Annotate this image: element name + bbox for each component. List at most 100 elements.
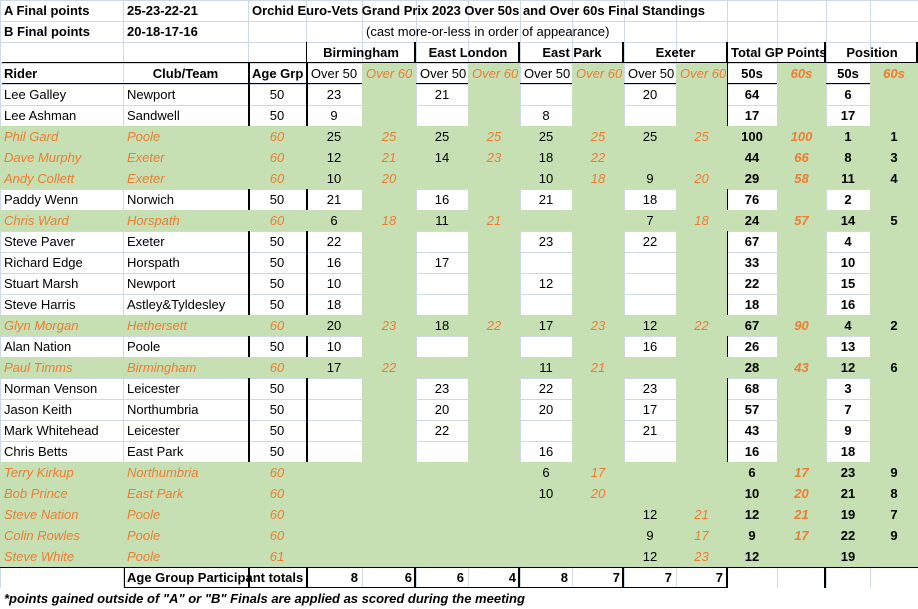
rider-name[interactable]: Chris Betts	[4, 444, 68, 459]
over50-points[interactable]: 25	[306, 126, 362, 147]
over50-points[interactable]: 21	[538, 192, 554, 207]
over60-points[interactable]	[572, 189, 624, 210]
over50-header[interactable]: Over 50	[420, 66, 467, 81]
over60-points[interactable]	[572, 525, 624, 546]
over60-points[interactable]: 22	[572, 147, 624, 168]
position-60s[interactable]	[870, 84, 918, 105]
position-60s[interactable]: 7	[870, 504, 918, 525]
total-60s[interactable]: 21	[777, 504, 826, 525]
rider-name[interactable]: Terry Kirkup	[0, 462, 123, 483]
over50-points[interactable]: 23	[642, 381, 658, 396]
over60-points[interactable]	[468, 273, 520, 294]
over50-points[interactable]: 10	[326, 276, 342, 291]
rider-name[interactable]: Glyn Morgan	[0, 315, 123, 336]
over60-points[interactable]	[468, 525, 520, 546]
over50-points[interactable]	[306, 504, 362, 525]
over50-points[interactable]: 11	[520, 357, 572, 378]
total-50s[interactable]: 43	[744, 423, 760, 438]
over60-points[interactable]	[362, 231, 416, 252]
age-group[interactable]: 50	[269, 339, 285, 354]
rider-name[interactable]: Steve Paver	[4, 234, 75, 249]
a-final-values[interactable]: 25-23-22-21	[127, 3, 198, 18]
over60-points[interactable]	[468, 399, 520, 420]
total-50s[interactable]: 6	[727, 462, 777, 483]
club-name[interactable]: Astley&Tyldesley	[127, 297, 226, 312]
club-name[interactable]: Poole	[127, 339, 161, 354]
over50-points[interactable]: 9	[624, 525, 676, 546]
club-name[interactable]: Poole	[123, 546, 248, 567]
club-name[interactable]: Horspath	[123, 210, 248, 231]
total-50s[interactable]: 100	[727, 126, 777, 147]
venue-header[interactable]: Exeter	[655, 45, 696, 60]
total-60s[interactable]: 100	[777, 126, 826, 147]
age-group[interactable]: 60	[248, 210, 306, 231]
over60-points[interactable]: 21	[362, 147, 416, 168]
over50-points[interactable]	[520, 546, 572, 567]
participant-total[interactable]: 8	[560, 570, 568, 585]
over50-points[interactable]: 21	[642, 423, 658, 438]
total-60s[interactable]	[777, 231, 826, 252]
rider-name[interactable]: Mark Whitehead	[4, 423, 99, 438]
over60-points[interactable]	[468, 84, 520, 105]
over50-points[interactable]	[416, 546, 468, 567]
over60-points[interactable]: 22	[676, 315, 727, 336]
total-50s[interactable]: 18	[744, 297, 760, 312]
position-60s[interactable]: 2	[870, 315, 918, 336]
position-50s[interactable]: 9	[844, 423, 852, 438]
total-60s[interactable]	[777, 420, 826, 441]
over50-points[interactable]: 10	[306, 168, 362, 189]
over50-points[interactable]	[306, 441, 362, 462]
position-50s[interactable]: 11	[826, 168, 870, 189]
over50-points[interactable]	[520, 504, 572, 525]
over60-points[interactable]	[676, 378, 727, 399]
rider-name[interactable]: Paul Timms	[0, 357, 123, 378]
over60-points[interactable]	[572, 546, 624, 567]
age-group[interactable]: 50	[269, 276, 285, 291]
over60-points[interactable]	[362, 336, 416, 357]
over60-points[interactable]	[362, 252, 416, 273]
rider-name[interactable]: Lee Galley	[4, 87, 67, 102]
over60-points[interactable]	[676, 462, 727, 483]
over60-points[interactable]	[468, 105, 520, 126]
age-group[interactable]: 50	[269, 108, 285, 123]
over50-points[interactable]	[520, 525, 572, 546]
rider-header[interactable]: Rider	[4, 66, 38, 81]
over50-points[interactable]	[416, 462, 468, 483]
participant-total[interactable]: 7	[612, 570, 620, 585]
over50-points[interactable]: 14	[416, 147, 468, 168]
sheet-title[interactable]: Orchid Euro-Vets Grand Prix 2023 Over 50…	[252, 3, 706, 18]
over50-points[interactable]: 6	[306, 210, 362, 231]
over50-points[interactable]: 12	[538, 276, 554, 291]
over60-points[interactable]	[468, 462, 520, 483]
over50-points[interactable]: 12	[624, 315, 676, 336]
over60-points[interactable]	[362, 294, 416, 315]
total-50s[interactable]: 17	[744, 108, 760, 123]
club-header[interactable]: Club/Team	[152, 66, 219, 81]
position-60s[interactable]: 9	[870, 525, 918, 546]
total-50s[interactable]: 68	[744, 381, 760, 396]
club-name[interactable]: Hethersett	[123, 315, 248, 336]
over60-points[interactable]	[572, 399, 624, 420]
venue-header[interactable]: East Park	[542, 45, 602, 60]
total-50s[interactable]: 33	[744, 255, 760, 270]
participant-total[interactable]: 7	[715, 570, 723, 585]
over50-points[interactable]	[306, 525, 362, 546]
over60-points[interactable]	[676, 273, 727, 294]
total-60s[interactable]	[777, 441, 826, 462]
over60-points[interactable]	[362, 546, 416, 567]
position-50s[interactable]: 15	[840, 276, 856, 291]
club-name[interactable]: Exeter	[127, 234, 165, 249]
over60-header[interactable]: Over 60	[362, 63, 416, 84]
rider-name[interactable]: Stuart Marsh	[4, 276, 79, 291]
position-50s[interactable]: 23	[826, 462, 870, 483]
total-60s[interactable]	[777, 399, 826, 420]
total-60s[interactable]	[777, 546, 826, 567]
club-name[interactable]: Poole	[123, 126, 248, 147]
position-50s[interactable]: 19	[826, 504, 870, 525]
over60-points[interactable]: 25	[572, 126, 624, 147]
position-50s[interactable]: 7	[844, 402, 852, 417]
position-60s[interactable]: 3	[870, 147, 918, 168]
over60-points[interactable]	[572, 210, 624, 231]
total-50s[interactable]: 67	[727, 315, 777, 336]
position-header[interactable]: Position	[846, 45, 898, 60]
